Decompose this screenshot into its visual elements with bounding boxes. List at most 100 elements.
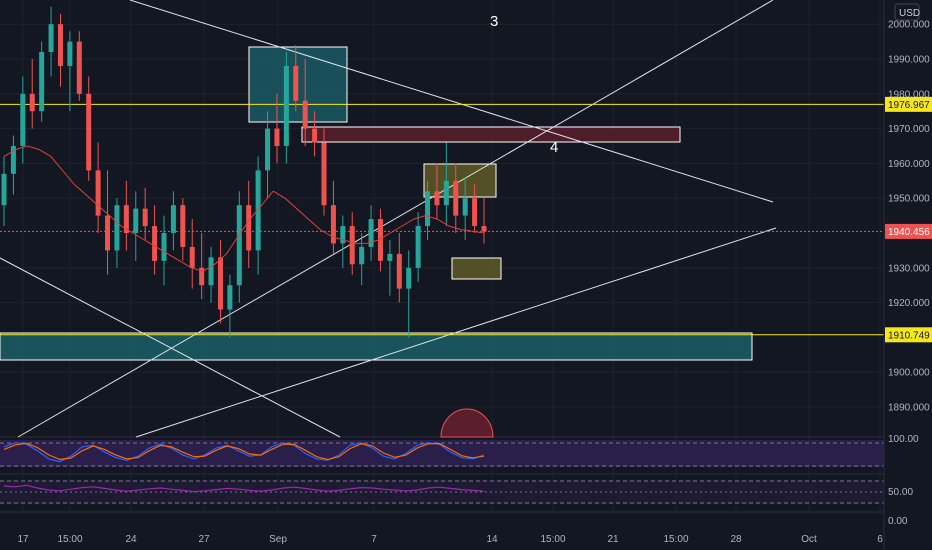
- candle-body: [105, 215, 111, 251]
- candlesticks: [1, 6, 487, 338]
- candle-body: [359, 246, 365, 265]
- time-tick-label: Sep: [269, 534, 287, 545]
- candle-body: [95, 170, 101, 216]
- descending-trendline-upper[interactable]: [129, 0, 774, 203]
- price-tick-label: 1950.000: [888, 194, 930, 205]
- candle-body: [39, 52, 45, 112]
- candle-body: [10, 146, 16, 174]
- candle-body: [330, 205, 336, 244]
- current-price-tag: [885, 223, 932, 239]
- time-tick-label: 15:00: [663, 534, 688, 545]
- candle-body: [255, 170, 261, 251]
- candle-body: [76, 41, 82, 94]
- currency-badge[interactable]: [894, 3, 920, 21]
- candle-body: [283, 65, 289, 146]
- stoch-d-line: [3, 442, 485, 461]
- cycle-marker[interactable]: [440, 408, 494, 438]
- candle-body: [246, 205, 252, 251]
- price-tick-label: 2000.000: [888, 20, 930, 31]
- candle-body: [227, 285, 233, 310]
- price-tick-labels: 2000.000 1990.000 1980.000 1970.000 1960.000…: [888, 20, 930, 414]
- price-tick-label: 1890.000: [888, 403, 930, 414]
- candle-body: [133, 208, 139, 233]
- candle-body: [293, 65, 299, 101]
- candle-body: [312, 128, 318, 143]
- price-tick-label: 1980.000: [888, 89, 930, 100]
- candle-body: [321, 142, 327, 206]
- time-tick-label: 21: [607, 534, 619, 545]
- ascending-trendline-lower[interactable]: [135, 227, 777, 438]
- candle-body: [142, 208, 148, 227]
- candle-body: [406, 267, 412, 289]
- price-tag-lower: [885, 327, 932, 343]
- candle-body: [48, 24, 54, 53]
- time-tick-label: 14: [486, 534, 498, 545]
- stoch-band: [0, 440, 884, 467]
- ascending-trendline-upper[interactable]: [17, 0, 774, 438]
- price-tick-label: 1900.000: [888, 368, 930, 379]
- stoch-k-line: [3, 442, 485, 463]
- time-tick-label: Oct: [801, 534, 817, 545]
- candle-body: [199, 267, 205, 286]
- candle-body: [387, 253, 393, 261]
- candle-body: [274, 128, 280, 146]
- descending-trendline-lower[interactable]: [0, 257, 341, 438]
- time-tick-label: 24: [125, 534, 137, 545]
- candle-body: [208, 257, 214, 286]
- current-price-tag-text: 1940.456: [888, 227, 930, 238]
- candle-body: [415, 226, 421, 268]
- time-tick-label: 15:00: [540, 534, 565, 545]
- candle-body: [377, 219, 383, 261]
- candle-body: [57, 24, 63, 66]
- price-tick-label: 1990.000: [888, 55, 930, 66]
- candle-body: [67, 41, 73, 66]
- candle-body: [340, 226, 346, 244]
- time-tick-label: 6: [877, 534, 883, 545]
- candle-body: [368, 219, 374, 247]
- candle-body: [302, 100, 308, 129]
- candle-body: [349, 226, 355, 265]
- candle-body: [29, 93, 35, 112]
- price-tick-label: 1960.000: [888, 159, 930, 170]
- candle-body: [180, 205, 186, 247]
- price-tag-upper: [885, 96, 932, 112]
- indicator-tick-labels: 100.00 50.00 0.00: [888, 434, 919, 527]
- grid-lines: [0, 0, 884, 512]
- support-zone[interactable]: [0, 332, 753, 361]
- candle-body: [161, 233, 167, 261]
- rsi-tick-label: 0.00: [888, 516, 908, 527]
- candle-body: [114, 205, 120, 251]
- price-tick-label: 1920.000: [888, 298, 930, 309]
- wave-label-4: 4: [550, 139, 558, 156]
- candle-body: [396, 253, 402, 289]
- candle-body: [189, 246, 195, 268]
- price-tick-label: 1970.000: [888, 124, 930, 135]
- candle-body: [217, 257, 223, 310]
- stoch-tick-label: 100.00: [888, 434, 919, 445]
- time-tick-label: 7: [371, 534, 377, 545]
- price-tag-upper-text: 1976.967: [888, 100, 930, 111]
- time-tick-label: 28: [730, 534, 742, 545]
- candle-body: [1, 173, 7, 206]
- candle-body: [170, 205, 176, 233]
- price-axis[interactable]: [884, 0, 932, 550]
- target-box[interactable]: [451, 257, 502, 280]
- time-axis-labels[interactable]: 17 15:00 24 27 Sep 7 14 15:00 21 15:00 28 Oct 6: [17, 534, 883, 545]
- candle-body: [472, 198, 478, 227]
- candle-body: [443, 180, 449, 206]
- rsi-line: [3, 484, 485, 493]
- candle-body: [462, 198, 468, 216]
- time-tick-label: 17: [17, 534, 29, 545]
- candle-body: [236, 205, 242, 286]
- candle-body: [86, 93, 92, 171]
- candle-body: [453, 180, 459, 216]
- resistance-zone[interactable]: [301, 126, 681, 143]
- candle-body: [152, 226, 158, 261]
- candle-body: [434, 191, 440, 206]
- rsi-tick-label: 50.00: [888, 487, 913, 498]
- candle-body: [265, 128, 271, 171]
- price-tag-lower-text: 1910.749: [888, 330, 930, 341]
- moving-average-line: [3, 145, 485, 272]
- candle-body: [481, 226, 487, 232]
